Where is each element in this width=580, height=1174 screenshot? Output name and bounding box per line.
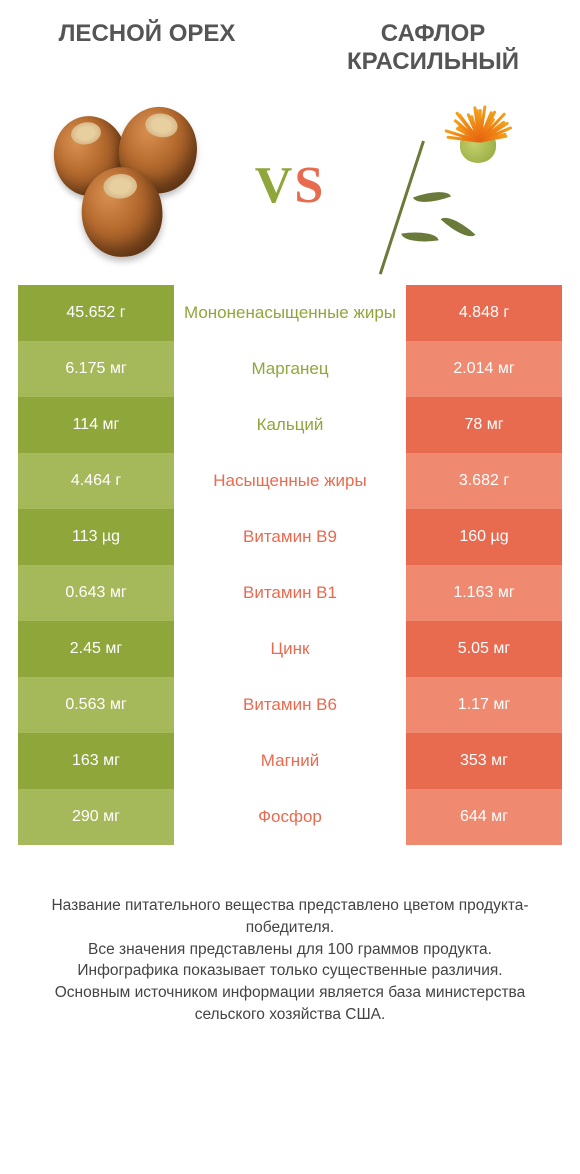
right-value: 4.848 г bbox=[406, 285, 562, 341]
footer-line: Все значения представлены для 100 граммо… bbox=[26, 939, 554, 961]
table-row: 2.45 мгЦинк5.05 мг bbox=[18, 621, 562, 677]
vs-v: V bbox=[255, 157, 295, 214]
table-row: 290 мгФосфор644 мг bbox=[18, 789, 562, 845]
footer-line: Инфографика показывает только существенн… bbox=[26, 960, 554, 982]
hazelnut-icon bbox=[48, 110, 208, 260]
left-product-title: ЛЕСНОЙ ОРЕХ bbox=[30, 20, 264, 75]
left-value: 0.643 мг bbox=[18, 565, 174, 621]
left-value: 163 мг bbox=[18, 733, 174, 789]
safflower-icon bbox=[362, 95, 542, 275]
vs-row: VS bbox=[0, 85, 580, 285]
left-value: 290 мг bbox=[18, 789, 174, 845]
table-row: 45.652 гМононенасыщенные жиры4.848 г bbox=[18, 285, 562, 341]
right-product-image bbox=[362, 95, 542, 275]
right-value: 353 мг bbox=[406, 733, 562, 789]
table-row: 4.464 гНасыщенные жиры3.682 г bbox=[18, 453, 562, 509]
left-value: 0.563 мг bbox=[18, 677, 174, 733]
left-value: 2.45 мг bbox=[18, 621, 174, 677]
vs-label: VS bbox=[255, 156, 325, 215]
right-value: 78 мг bbox=[406, 397, 562, 453]
right-value: 644 мг bbox=[406, 789, 562, 845]
right-value: 5.05 мг bbox=[406, 621, 562, 677]
right-value: 2.014 мг bbox=[406, 341, 562, 397]
header: ЛЕСНОЙ ОРЕХ САФЛОР КРАСИЛЬНЫЙ bbox=[0, 0, 580, 85]
footer-line: Основным источником информации является … bbox=[26, 982, 554, 1025]
nutrient-label: Фосфор bbox=[174, 789, 406, 845]
left-value: 4.464 г bbox=[18, 453, 174, 509]
vs-s: S bbox=[294, 157, 325, 214]
comparison-table: 45.652 гМононенасыщенные жиры4.848 г6.17… bbox=[0, 285, 580, 845]
right-value: 1.163 мг bbox=[406, 565, 562, 621]
nutrient-label: Витамин B6 bbox=[174, 677, 406, 733]
right-value: 1.17 мг bbox=[406, 677, 562, 733]
right-product-title: САФЛОР КРАСИЛЬНЫЙ bbox=[316, 20, 550, 75]
left-value: 6.175 мг bbox=[18, 341, 174, 397]
nutrient-label: Цинк bbox=[174, 621, 406, 677]
left-product-image bbox=[38, 95, 218, 275]
table-row: 114 мгКальций78 мг bbox=[18, 397, 562, 453]
nutrient-label: Витамин B9 bbox=[174, 509, 406, 565]
right-value: 160 µg bbox=[406, 509, 562, 565]
left-value: 114 мг bbox=[18, 397, 174, 453]
nutrient-label: Магний bbox=[174, 733, 406, 789]
left-value: 113 µg bbox=[18, 509, 174, 565]
table-row: 163 мгМагний353 мг bbox=[18, 733, 562, 789]
nutrient-label: Марганец bbox=[174, 341, 406, 397]
table-row: 0.563 мгВитамин B61.17 мг bbox=[18, 677, 562, 733]
footer-line: Название питательного вещества представл… bbox=[26, 895, 554, 938]
nutrient-label: Кальций bbox=[174, 397, 406, 453]
nutrient-label: Мононенасыщенные жиры bbox=[174, 285, 406, 341]
left-value: 45.652 г bbox=[18, 285, 174, 341]
footer-notes: Название питательного вещества представл… bbox=[0, 845, 580, 1025]
table-row: 6.175 мгМарганец2.014 мг bbox=[18, 341, 562, 397]
right-value: 3.682 г bbox=[406, 453, 562, 509]
nutrient-label: Насыщенные жиры bbox=[174, 453, 406, 509]
nutrient-label: Витамин B1 bbox=[174, 565, 406, 621]
table-row: 0.643 мгВитамин B11.163 мг bbox=[18, 565, 562, 621]
table-row: 113 µgВитамин B9160 µg bbox=[18, 509, 562, 565]
